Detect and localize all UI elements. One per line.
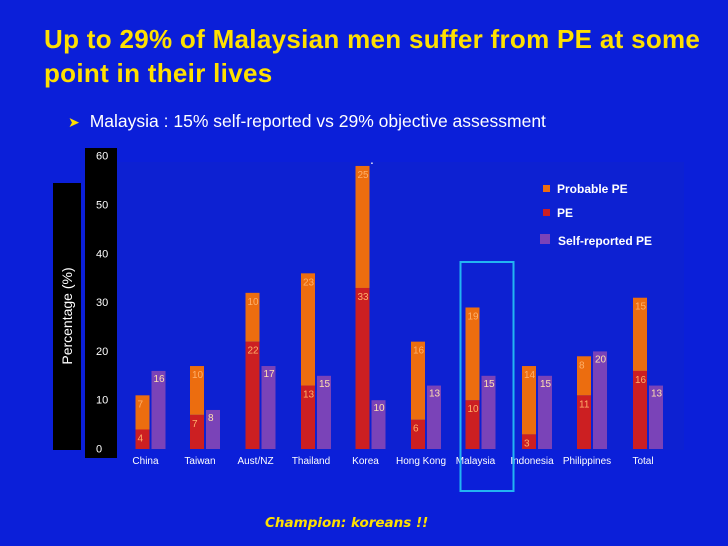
data-label-probable-pe: 14 — [524, 370, 536, 381]
data-label-probable-pe: 23 — [303, 277, 315, 288]
data-label-self-reported: 10 — [374, 403, 386, 414]
bar-self-reported — [371, 400, 386, 449]
legend-swatch — [543, 185, 550, 192]
bullet-text: Malaysia : 15% self-reported vs 29% obje… — [89, 111, 546, 131]
arrow-bullet-icon: ➤ — [68, 114, 80, 130]
data-label-pe: 3 — [524, 438, 530, 449]
bar-self-reported — [538, 375, 552, 449]
korea-dot: . — [370, 151, 374, 167]
data-label-self-reported: 17 — [264, 369, 276, 380]
y-tick-label: 10 — [96, 395, 108, 407]
y-tick-label: 30 — [96, 297, 108, 309]
bar-self-reported — [649, 385, 663, 449]
slide-title: Up to 29% of Malaysian men suffer from P… — [44, 24, 701, 88]
bar-self-reported — [427, 385, 441, 449]
bar-pe — [633, 370, 647, 449]
bar-self-reported — [261, 366, 276, 449]
data-label-pe: 11 — [579, 399, 590, 410]
bar-self-reported — [151, 370, 166, 449]
data-label-pe: 33 — [358, 292, 370, 303]
bar-pe — [522, 434, 536, 449]
x-category-label: Taiwan — [184, 456, 215, 467]
y-tick-label: 50 — [96, 200, 108, 212]
x-category-label: Total — [632, 456, 653, 467]
data-label-probable-pe: 7 — [138, 399, 144, 410]
data-label-self-reported: 15 — [319, 379, 331, 390]
bar-pe — [190, 414, 204, 449]
bar-probable-pe — [135, 395, 150, 430]
bar-pe — [245, 341, 260, 449]
x-category-label: Malaysia — [456, 456, 496, 467]
legend-label: Probable PE — [557, 182, 628, 196]
bar-self-reported — [317, 375, 331, 449]
legend-swatch — [543, 209, 550, 216]
bar-probable-pe — [633, 297, 647, 371]
data-label-probable-pe: 10 — [248, 297, 260, 308]
bar-self-reported — [593, 351, 607, 449]
bar-probable-pe — [577, 356, 591, 396]
data-label-pe: 22 — [248, 346, 260, 357]
data-label-pe: 10 — [468, 404, 480, 415]
x-category-label: Hong Kong — [396, 456, 446, 467]
y-tick-column — [85, 148, 117, 458]
data-label-pe: 16 — [635, 375, 647, 386]
bar-pe — [355, 287, 370, 449]
bar-probable-pe — [522, 366, 536, 435]
legend-label: Self-reported PE — [558, 234, 652, 248]
x-category-label: Aust/NZ — [237, 456, 273, 467]
x-category-label: Korea — [352, 456, 379, 467]
data-label-self-reported: 13 — [429, 389, 441, 400]
bar-pe — [465, 400, 480, 449]
data-label-self-reported: 16 — [154, 374, 166, 385]
bar-self-reported — [206, 409, 220, 449]
legend-swatch — [540, 234, 550, 244]
data-label-self-reported: 15 — [540, 379, 552, 390]
data-label-self-reported: 13 — [651, 389, 663, 400]
y-axis-label-box — [53, 183, 81, 450]
data-label-self-reported: 15 — [484, 379, 496, 390]
bar-probable-pe — [190, 366, 204, 415]
highlight-box-malaysia — [459, 261, 515, 492]
bar-probable-pe — [465, 307, 480, 401]
data-label-self-reported: 8 — [208, 413, 214, 424]
data-label-pe: 13 — [303, 390, 315, 401]
bar-probable-pe — [411, 341, 425, 420]
data-label-probable-pe: 25 — [358, 170, 370, 181]
bar-self-reported — [481, 375, 496, 449]
x-category-label: Indonesia — [510, 456, 554, 467]
legend-label: PE — [557, 206, 573, 220]
bar-probable-pe — [301, 273, 315, 386]
y-tick-label: 0 — [96, 444, 102, 456]
y-tick-label: 20 — [96, 346, 108, 358]
data-label-self-reported: 20 — [595, 354, 607, 365]
x-category-label: Thailand — [292, 456, 330, 467]
data-label-pe: 7 — [192, 419, 198, 430]
bar-probable-pe — [355, 165, 370, 288]
y-tick-label: 60 — [96, 151, 108, 163]
data-label-probable-pe: 8 — [579, 360, 585, 371]
x-category-label: Philippines — [563, 456, 611, 467]
data-label-pe: 6 — [413, 424, 419, 435]
data-label-probable-pe: 16 — [413, 346, 425, 357]
x-category-label: China — [132, 456, 159, 467]
y-tick-label: 40 — [96, 248, 108, 260]
bar-probable-pe — [245, 292, 260, 342]
bar-pe — [301, 385, 315, 449]
bar-pe — [577, 395, 591, 449]
bullet-point: ➤ Malaysia : 15% self-reported vs 29% obj… — [68, 111, 546, 132]
data-label-probable-pe: 19 — [468, 311, 480, 322]
data-label-probable-pe: 10 — [192, 370, 204, 381]
y-axis-label: Percentage (%) — [59, 267, 75, 364]
data-label-pe: 4 — [138, 433, 144, 444]
bar-pe — [411, 419, 425, 449]
data-label-probable-pe: 15 — [635, 302, 647, 313]
bar-pe — [135, 429, 150, 449]
footer-note: Champion: koreans !! — [265, 515, 429, 531]
